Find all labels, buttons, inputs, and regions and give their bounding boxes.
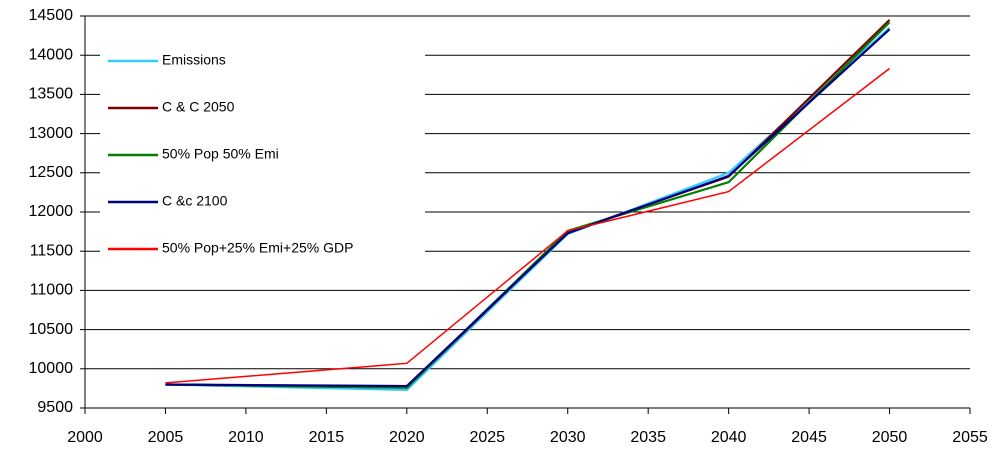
y-tick-label: 13000 xyxy=(29,125,74,142)
y-tick-label: 11000 xyxy=(30,282,73,299)
x-tick-label: 2015 xyxy=(309,429,345,446)
y-tick-label: 13500 xyxy=(29,86,74,103)
y-tick-label: 14500 xyxy=(29,7,74,24)
legend-label: 50% Pop 50% Emi xyxy=(162,146,279,162)
x-tick-label: 2020 xyxy=(389,429,425,446)
series-line xyxy=(165,28,891,388)
x-tick-label: 2050 xyxy=(872,429,908,446)
x-tick-label: 2040 xyxy=(711,429,747,446)
y-tick-label: 10000 xyxy=(29,360,74,377)
y-tick-label: 10500 xyxy=(29,321,74,338)
legend-box xyxy=(100,35,425,272)
legend-label: C & C 2050 xyxy=(162,99,235,115)
x-tick-label: 2000 xyxy=(67,429,103,446)
series-line xyxy=(165,67,891,384)
x-tick-label: 2035 xyxy=(630,429,666,446)
y-tick-label: 9500 xyxy=(37,399,73,416)
y-tick-label: 14000 xyxy=(29,46,74,63)
y-tick-label: 11500 xyxy=(30,242,73,259)
x-tick-label: 2055 xyxy=(952,429,988,446)
x-tick-label: 2025 xyxy=(469,429,505,446)
y-tick-label: 12000 xyxy=(29,203,74,220)
x-tick-label: 2030 xyxy=(550,429,586,446)
x-tick-label: 2045 xyxy=(791,429,827,446)
y-tick-label: 12500 xyxy=(29,164,74,181)
x-tick-label: 2005 xyxy=(148,429,184,446)
legend-label: C &c 2100 xyxy=(162,193,228,209)
x-tick-label: 2010 xyxy=(228,429,264,446)
legend-label: 50% Pop+25% Emi+25% GDP xyxy=(162,240,353,256)
legend-label: Emissions xyxy=(162,52,226,68)
